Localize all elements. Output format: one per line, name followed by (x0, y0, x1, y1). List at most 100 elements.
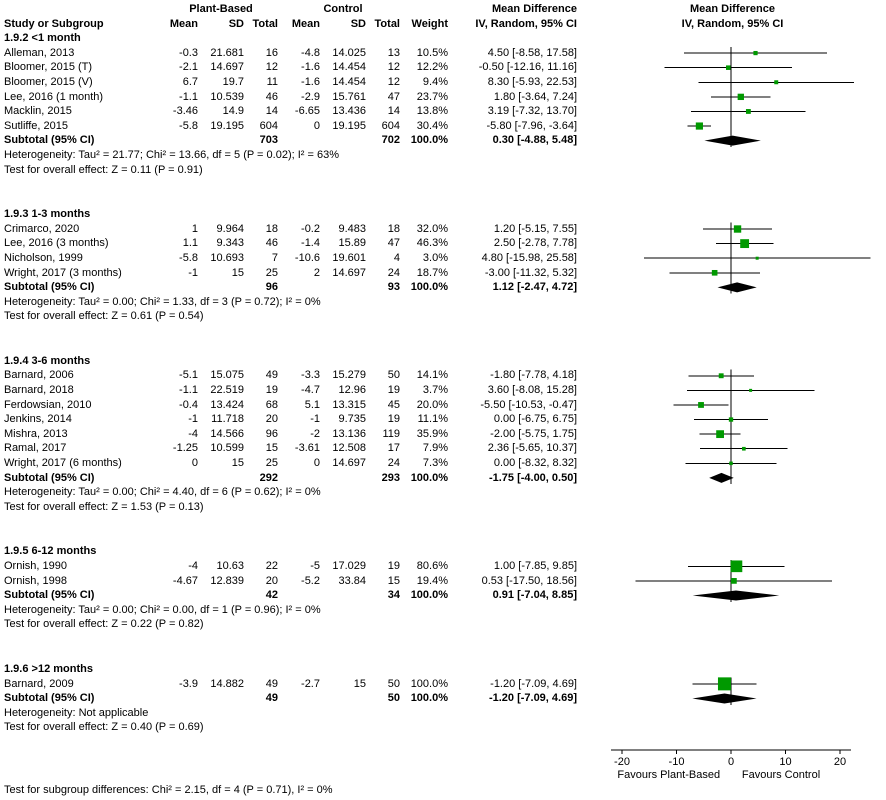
ci-text: 0.00 [-6.75, 6.75] (493, 413, 577, 426)
favours-right-label: Favours Control (742, 769, 820, 781)
plant-mean: 1 (191, 222, 198, 235)
header-spacer (404, 2, 452, 17)
control-total: 12 (387, 61, 400, 74)
weight-value: 12.2% (416, 61, 448, 74)
plant-mean: -3.46 (172, 105, 198, 118)
favours-left-label: Favours Plant-Based (617, 769, 720, 781)
control-mean: -1.6 (301, 75, 320, 88)
empty-cell (324, 691, 370, 706)
axis-tick-label: 20 (834, 756, 846, 768)
subtotal-control-total: 50 (387, 692, 400, 705)
control-sd: 9.735 (338, 413, 366, 426)
ci-text: 2.36 [-5.65, 10.37] (487, 442, 577, 455)
plant-sd: 13.424 (210, 398, 244, 411)
subtotal-row: Subtotal (95% CI) 292 293 100.0% -1.75 [-4.0… (0, 471, 886, 486)
subtotal-control-total: 293 (381, 471, 400, 484)
subtotal-plant-total: 42 (265, 589, 278, 602)
plant-sd: 14.697 (210, 61, 244, 74)
subgroup-label: 1.9.3 1-3 months (4, 208, 91, 221)
ci-text: -2.00 [-5.75, 1.75] (490, 427, 577, 440)
plant-sd: 10.63 (216, 560, 244, 572)
study-name: Ornish, 1998 (4, 574, 67, 587)
subtotal-weight: 100.0% (410, 134, 448, 147)
heterogeneity-row: Heterogeneity: Tau² = 0.00; Chi² = 4.40,… (0, 485, 886, 500)
plant-sd: 22.519 (210, 384, 244, 397)
study-name: Lee, 2016 (1 month) (4, 90, 104, 103)
section-gap (0, 514, 886, 544)
plant-mean: -3.9 (179, 677, 198, 690)
ci-text: -3.00 [-11.32, 5.32] (484, 266, 577, 279)
weight-value: 80.6% (416, 560, 448, 572)
study-name: Nicholson, 1999 (4, 251, 83, 264)
control-mean: -1 (310, 413, 320, 426)
study-row: Alleman, 2013 -0.3 21.681 16 -4.8 14.025 13 10.… (0, 46, 886, 61)
axis-tick-label: -20 (614, 756, 630, 768)
empty-cell (324, 471, 370, 486)
heterogeneity-row: Heterogeneity: Tau² = 0.00; Chi² = 0.00,… (0, 603, 886, 618)
subtotal-weight: 100.0% (410, 589, 448, 602)
control-total: 47 (387, 237, 400, 250)
study-row: Mishra, 2013 -4 14.566 96 -2 13.136 119 35.9% -2… (0, 427, 886, 442)
weight-value: 7.3% (422, 457, 448, 470)
plant-mean: -1.1 (179, 384, 198, 397)
section-gap (0, 632, 886, 662)
subgroup-title-row: 1.9.4 3-6 months (0, 354, 886, 369)
plant-sd-column-header: SD (228, 17, 244, 30)
control-total: 50 (387, 369, 400, 382)
empty-cell (202, 280, 248, 295)
plot-method-column-header: IV, Random, 95% CI (681, 17, 784, 30)
plant-mean: -1 (188, 413, 198, 426)
weight-value: 30.4% (416, 119, 448, 132)
study-row: Ramal, 2017 -1.25 10.599 15 -3.61 12.508 17 7.9… (0, 441, 886, 456)
plant-total: 68 (265, 398, 278, 411)
study-row: Barnard, 2009 -3.9 14.882 49 -2.7 15 50 100.0% -… (0, 677, 886, 692)
control-total: 24 (387, 266, 400, 279)
ci-text: 2.50 [-2.78, 7.78] (493, 237, 577, 250)
heterogeneity-text: Heterogeneity: Tau² = 0.00; Chi² = 1.33,… (4, 295, 321, 308)
control-sd: 17.029 (332, 560, 366, 572)
ci-text: -5.50 [-10.53, -0.47] (480, 398, 577, 411)
subtotal-label: Subtotal (95% CI) (4, 471, 95, 484)
empty-cell (160, 691, 202, 706)
heterogeneity-text: Heterogeneity: Tau² = 0.00; Chi² = 0.00,… (4, 603, 321, 616)
study-row: Ornish, 1998 -4.67 12.839 20 -5.2 33.84 15 19.4… (0, 574, 886, 589)
plant-total: 46 (265, 90, 278, 103)
subtotal-plant-total: 96 (265, 281, 278, 294)
control-total-column-header: Total (374, 17, 400, 30)
plant-total: 18 (265, 222, 278, 235)
control-sd: 15 (353, 677, 366, 690)
overall-effect-text: Test for overall effect: Z = 0.22 (P = 0… (4, 618, 204, 631)
study-row: Barnard, 2018 -1.1 22.519 19 -4.7 12.96 19 3.7%… (0, 383, 886, 398)
study-row: Wright, 2017 (6 months) 0 15 25 0 14.697 24 7.3… (0, 456, 886, 471)
control-sd: 15.761 (332, 90, 366, 103)
plant-mean: -5.1 (179, 369, 198, 382)
control-mean: -3.61 (294, 442, 320, 455)
overall-effect-text: Test for overall effect: Z = 0.11 (P = 0… (4, 163, 203, 176)
subtotal-label: Subtotal (95% CI) (4, 589, 95, 602)
weight-value: 19.4% (416, 574, 448, 587)
study-name: Sutliffe, 2015 (4, 119, 69, 132)
empty-cell (160, 133, 202, 148)
control-mean: 2 (313, 266, 320, 279)
ci-text: 8.30 [-5.93, 22.53] (487, 75, 577, 88)
control-total: 19 (387, 413, 400, 426)
subtotal-plant-total: 703 (259, 134, 278, 147)
plant-total: 15 (265, 442, 278, 455)
subgroup-differences-test: Test for subgroup differences: Chi² = 2.… (4, 784, 333, 796)
study-name: Barnard, 2018 (4, 384, 74, 397)
control-total: 47 (387, 90, 400, 103)
subtotal-control-total: 34 (387, 589, 400, 602)
plant-mean: -0.3 (179, 46, 198, 59)
study-row: Lee, 2016 (1 month) -1.1 10.539 46 -2.9 15.76… (0, 90, 886, 105)
subtotal-plant-total: 292 (259, 471, 278, 484)
subtotal-weight: 100.0% (410, 692, 448, 705)
plant-mean: -5.8 (179, 251, 198, 264)
plant-total-column-header: Total (252, 17, 278, 30)
study-name: Ferdowsian, 2010 (4, 398, 92, 411)
plant-sd: 19.195 (210, 119, 244, 132)
overall-effect-row: Test for overall effect: Z = 0.40 (P = 0… (0, 720, 886, 735)
control-group-header: Control (323, 3, 363, 15)
study-row: Ferdowsian, 2010 -0.4 13.424 68 5.1 13.315 45 2… (0, 398, 886, 413)
control-mean: -1.6 (301, 61, 320, 74)
